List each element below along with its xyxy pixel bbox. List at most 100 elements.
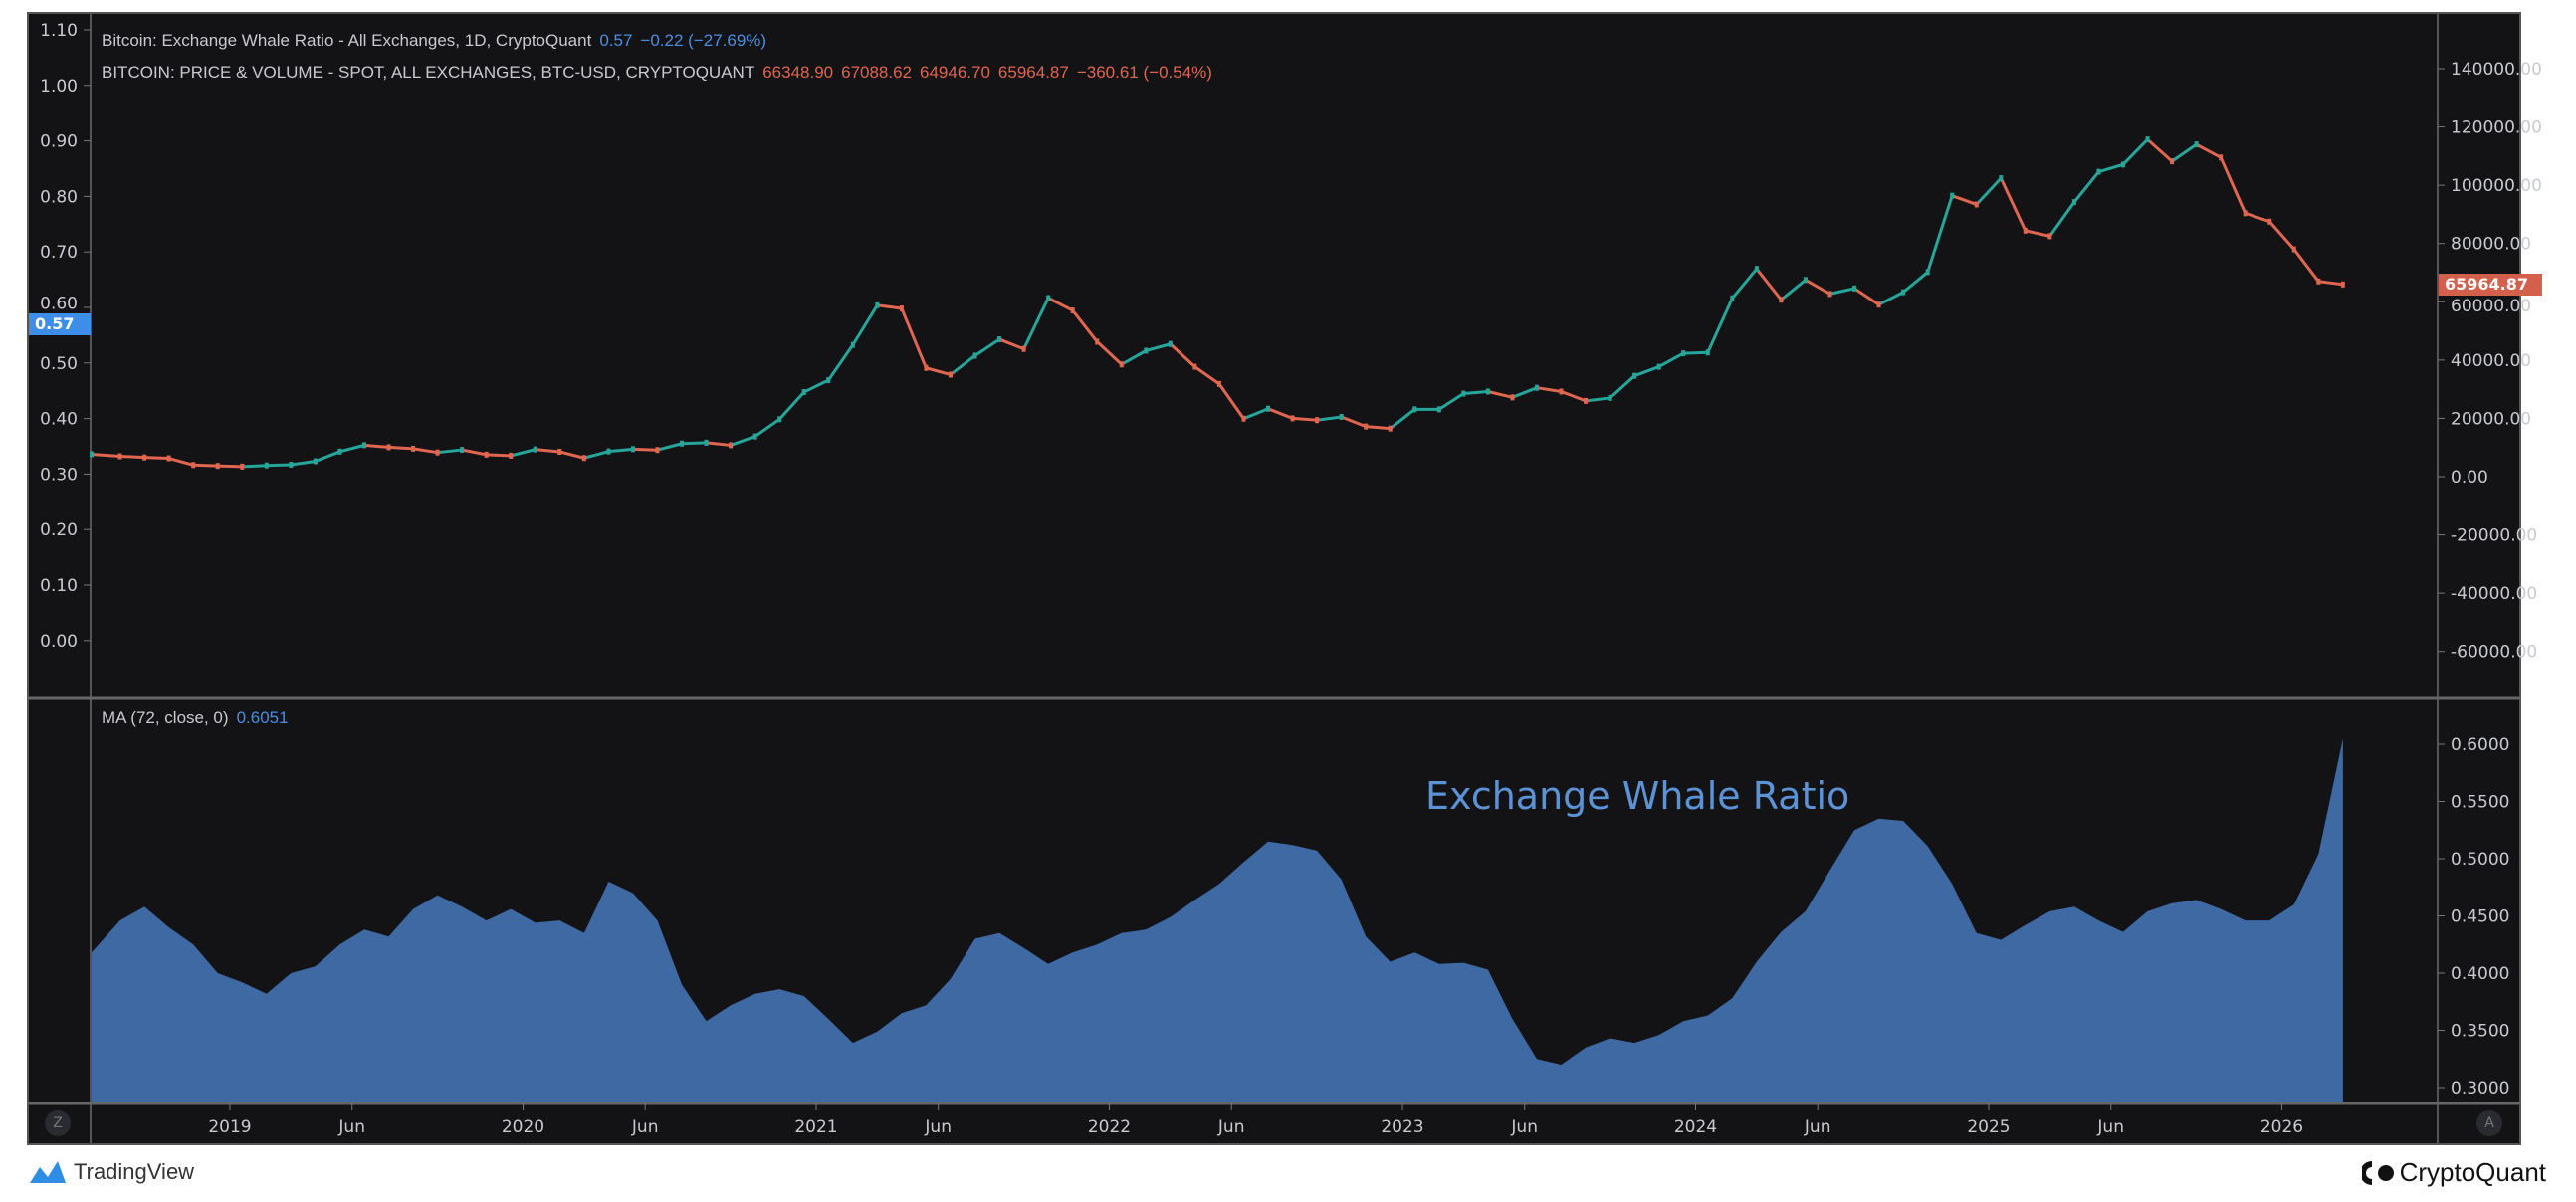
price-segment-2020-08 (681, 441, 707, 446)
price-segment-2024-12 (1951, 194, 1978, 206)
price-candle-2024-12 (1974, 201, 1979, 208)
price-candle-2024-02 (1730, 295, 1735, 301)
price-candle-2025-12 (2267, 218, 2272, 225)
price-segment-2021-11 (1047, 297, 1074, 312)
price-segment-2024-06 (1805, 279, 1831, 296)
price-candle-2020-04 (606, 448, 611, 455)
price-segment-2025-11 (2219, 156, 2248, 214)
price-candle-2023-06 (1534, 384, 1539, 391)
tradingview-logo-icon (30, 1161, 66, 1183)
price-candle-2020-09 (729, 442, 734, 449)
price-segment-2025-02 (1999, 177, 2028, 232)
price-candle-2023-04 (1485, 388, 1490, 395)
price-candle-2019-09 (435, 449, 440, 456)
price-tick-label: 120000.00 (2451, 118, 2542, 138)
price-candle-2019-02 (264, 462, 269, 469)
price-segment-2022-08 (1267, 407, 1294, 420)
price-segment-2021-05 (900, 307, 928, 369)
price-candle-2023-08 (1584, 397, 1589, 404)
price-segment-2020-04 (583, 450, 609, 460)
price-candle-2020-07 (680, 440, 685, 447)
price-segment-2021-04 (877, 303, 903, 310)
price-candle-2021-08 (997, 336, 1002, 343)
auto-scale-button[interactable]: A (2476, 1110, 2502, 1136)
left-tick-label: 0.50 (40, 354, 78, 374)
price-segment-2023-06 (1511, 386, 1538, 399)
price-candle-2021-11 (1070, 307, 1075, 314)
price-candle-2018-11 (191, 462, 196, 469)
time-tick-label: Jun (337, 1117, 365, 1137)
price-candle-2023-05 (1510, 394, 1515, 401)
ratio-legend-change: −0.22 (−27.69%) (640, 31, 767, 50)
price-candle-2024-05 (1803, 277, 1808, 284)
price-segment-2024-10 (1902, 271, 1929, 294)
price-candle-2025-03 (2047, 233, 2052, 240)
price-segment-2018-09 (119, 455, 145, 460)
time-tick-label: 2026 (2260, 1117, 2303, 1137)
price-candle-2022-10 (1339, 413, 1344, 420)
price-candle-2021-09 (1021, 345, 1026, 352)
price-legend-label: BITCOIN: PRICE & VOLUME - SPOT, ALL EXCH… (102, 63, 755, 82)
price-segment-2024-05 (1780, 279, 1807, 301)
price-tick-label: 100000.00 (2451, 176, 2542, 196)
price-tick-label: 60000.00 (2451, 297, 2531, 316)
whale-ratio-ma-area (92, 738, 2343, 1102)
price-segment-2020-07 (657, 442, 683, 452)
price-high: 67088.62 (841, 63, 913, 82)
price-candle-2025-07 (2145, 136, 2150, 143)
price-segment-2026-03 (2318, 280, 2344, 287)
price-candle-2021-06 (948, 371, 953, 378)
price-candle-2024-06 (1827, 291, 1832, 298)
price-segment-2026-01 (2268, 220, 2295, 251)
price-candle-2018-07 (90, 451, 94, 458)
price-low: 64946.70 (920, 63, 990, 82)
price-segment-2023-10 (1609, 374, 1636, 400)
price-segment-2025-07 (2121, 138, 2149, 166)
price-segment-2023-07 (1536, 386, 1562, 393)
price-tick-label: -40000.00 (2451, 584, 2537, 604)
price-segment-2022-07 (1242, 407, 1269, 421)
ma-legend-label: MA (72, close, 0) (102, 708, 229, 727)
price-candle-2024-03 (1754, 266, 1759, 273)
price-candle-2021-02 (850, 341, 855, 348)
tradingview-logo: TradingView (28, 1159, 194, 1185)
time-tick-label: Jun (1217, 1117, 1245, 1137)
price-segment-2021-08 (973, 337, 1000, 357)
price-segment-2021-09 (998, 337, 1025, 351)
left-tick-label: 0.60 (40, 295, 78, 314)
time-tick-label: 2024 (1674, 1117, 1717, 1137)
price-segment-2024-03 (1731, 268, 1759, 300)
price-segment-2019-05 (315, 450, 340, 463)
ratio-legend-value: 0.57 (599, 31, 633, 50)
price-segment-2022-05 (1193, 365, 1220, 386)
price-segment-2022-10 (1316, 415, 1342, 422)
price-segment-2022-09 (1292, 416, 1318, 422)
price-candle-2018-09 (142, 454, 147, 461)
left-tick-label: 0.10 (40, 576, 78, 596)
price-candle-2019-07 (386, 444, 391, 451)
timezone-button[interactable]: Z (45, 1110, 71, 1136)
price-segment-2018-11 (168, 457, 194, 467)
price-candle-2022-02 (1144, 347, 1149, 354)
ratio-legend-label: Bitcoin: Exchange Whale Ratio - All Exch… (102, 31, 592, 50)
price-candle-2023-02 (1436, 406, 1441, 413)
price-segment-2018-12 (193, 463, 218, 468)
price-candle-2025-10 (2219, 154, 2224, 161)
price-candle-2025-09 (2194, 141, 2199, 148)
price-candle-2025-01 (1999, 175, 2004, 182)
price-segment-2025-10 (2195, 142, 2222, 159)
ma-legend-value: 0.6051 (236, 708, 289, 727)
price-last-value-badge: 65964.87 (2439, 273, 2542, 296)
price-segment-2019-12 (486, 453, 512, 458)
price-segment-2023-09 (1585, 396, 1610, 403)
time-tick-label: Jun (631, 1117, 659, 1137)
price-candle-2018-08 (117, 453, 122, 460)
ma-tick-label: 0.3500 (2451, 1022, 2509, 1042)
price-segment-2022-04 (1169, 342, 1196, 368)
cryptoquant-logo-icon (2361, 1160, 2394, 1185)
price-segment-2025-01 (1975, 177, 2003, 206)
price-segment-2021-01 (803, 378, 829, 394)
left-tick-label: 0.90 (40, 132, 78, 152)
ma-tick-label: 0.5000 (2451, 850, 2509, 870)
price-segment-2023-12 (1657, 351, 1684, 368)
